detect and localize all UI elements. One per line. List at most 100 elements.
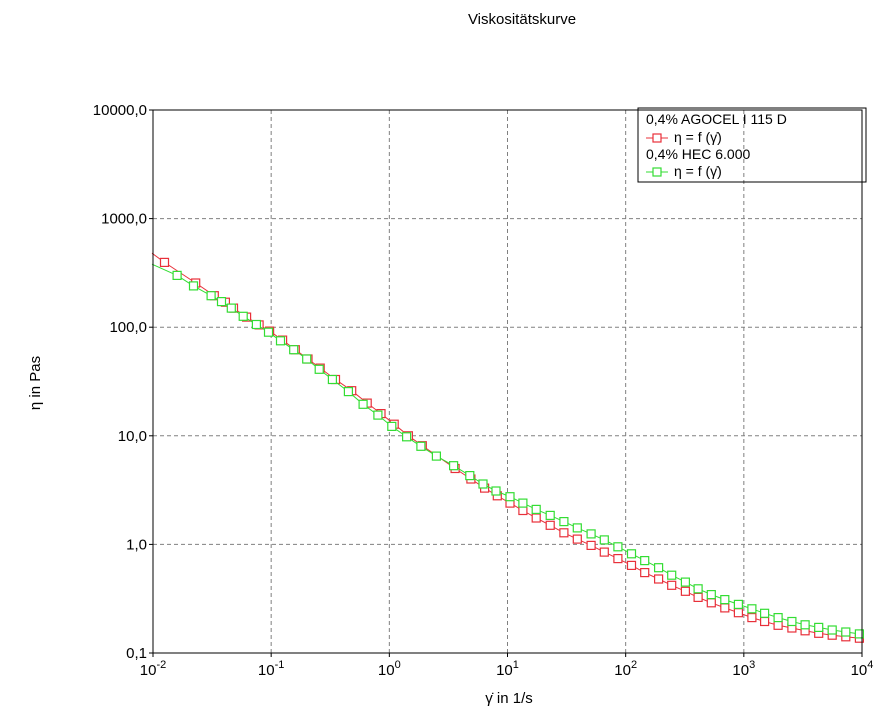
y-tick-label: 0,1 [126,645,147,662]
data-point [693,584,703,594]
data-point [206,291,216,301]
series-line [151,252,860,639]
legend-sample-1: 0,4% AGOCEL I 115 D [646,111,787,127]
data-point [226,303,236,313]
data-point [586,540,596,551]
data-point [172,270,182,280]
x-tick-label: 10-2 [140,659,166,679]
data-point [531,504,541,514]
data-point [491,486,501,496]
data-point [251,319,261,330]
x-tick-label: 100 [378,659,401,679]
data-point [572,523,582,533]
x-tick-label: 102 [614,659,637,679]
plot-frame [152,109,863,654]
data-point [518,498,528,508]
y-tick-label: 100,0 [109,319,147,336]
data-point [747,604,757,614]
data-point [275,336,286,346]
y-axis-label: η in Pas [27,356,44,410]
series-line [151,263,860,635]
data-point [599,547,609,557]
y-tick-label: 1000,0 [101,211,147,228]
grid [153,110,862,653]
data-point [680,577,691,587]
legend-box [637,107,867,183]
data-point [159,257,170,267]
data-point [747,612,757,623]
data-point [613,542,623,552]
data-point [800,620,810,630]
y-tick-label: 1,0 [126,536,147,553]
data-point [613,553,623,564]
data-point [559,528,569,538]
data-point [358,399,368,409]
data-point [216,297,227,307]
data-point [653,574,664,584]
data-point [478,479,488,489]
x-tick-label: 103 [732,659,755,679]
data-point [733,608,744,618]
data-point [238,311,248,321]
data-point [373,410,383,420]
data-point [314,364,324,374]
data-point [814,622,824,633]
data-point [787,616,797,627]
data-point [531,513,541,523]
data-point [343,387,353,397]
data-point [505,492,515,502]
legend: 0,4% AGOCEL I 115 D η = f (γ̇) 0,4% HEC … [637,107,867,183]
legend-sample-2: 0,4% HEC 6.000 [646,146,750,162]
data-point [733,599,744,610]
data-point [431,451,441,461]
data-point [327,374,337,385]
data-point [416,441,426,451]
data-point [773,620,783,630]
data-point [720,594,730,605]
y-tick-label: 10,0 [118,428,147,445]
data-point [599,535,609,545]
data-point [827,625,837,635]
x-tick-label: 10-1 [258,659,284,679]
data-point [402,432,412,442]
data-point [387,421,397,431]
legend-series-2: η = f (γ̇) [674,163,722,179]
data-point [289,345,299,355]
legend-marker-2 [652,167,662,177]
data-point [773,612,783,623]
data-point [854,629,865,639]
data-point [680,586,691,596]
data-point [841,627,851,637]
data-point [640,567,650,578]
x-tick-label: 101 [496,659,519,679]
data-point [667,580,677,590]
series-2 [151,263,865,639]
data-point [465,471,475,481]
data-point [640,555,650,566]
data-point [759,616,770,627]
x-axis-label: γ̇ in 1/s [485,690,533,707]
data-point [706,589,716,600]
data-point [706,598,716,608]
data-point [518,505,528,516]
data-point [263,327,274,337]
series-group [151,252,865,643]
data-point [545,510,555,520]
data-point [559,516,569,527]
legend-series-1: η = f (γ̇) [674,129,722,145]
chart-title: Viskositätskurve [468,11,576,28]
data-point [572,534,582,544]
data-point [586,529,596,539]
y-tick-label: 10000,0 [93,102,147,119]
axis-ticks: 10-2 10-1 100 101 102 103 104 0,1 1,0 10,0 100,0 10… [93,102,874,679]
data-point [302,354,312,364]
data-point [449,461,459,471]
data-point [653,563,664,573]
data-point [759,608,770,618]
data-point [545,520,555,530]
data-point [667,570,677,580]
data-point [626,560,637,571]
data-point [720,603,730,613]
legend-marker-1 [652,133,662,143]
